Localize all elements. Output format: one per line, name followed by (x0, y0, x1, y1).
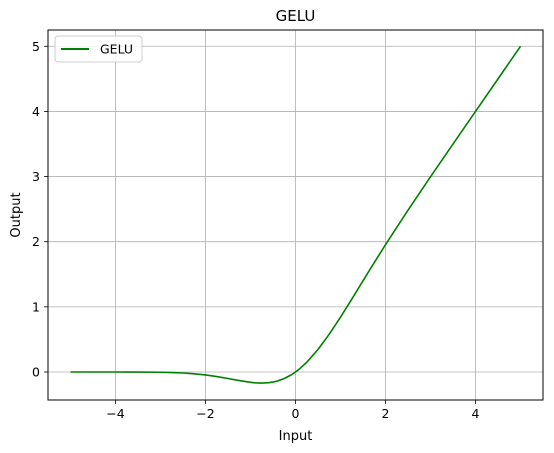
x-tick-label: −4 (106, 406, 124, 421)
series-layer (70, 45, 522, 384)
y-tick-label: 0 (32, 364, 40, 379)
y-ticks: 0 1 2 3 4 5 (32, 39, 48, 379)
legend-label: GELU (100, 42, 133, 57)
y-tick-label: 4 (32, 104, 40, 119)
x-ticks: −4 −2 0 2 4 (106, 400, 480, 421)
y-tick-label: 2 (32, 234, 40, 249)
y-axis-label: Output (9, 192, 24, 237)
x-tick-label: 4 (472, 406, 480, 421)
legend-box (54, 35, 143, 63)
y-tick-label: 1 (32, 299, 40, 314)
legend: GELU (54, 35, 143, 63)
grid (48, 30, 543, 400)
x-axis-label: Input (279, 429, 313, 444)
y-tick-label: 5 (32, 39, 40, 54)
chart-title: GELU (276, 7, 316, 25)
series-line-gelu (70, 45, 522, 384)
y-tick-label: 3 (32, 169, 40, 184)
x-tick-label: 0 (292, 406, 300, 421)
x-tick-label: 2 (382, 406, 390, 421)
x-tick-label: −2 (196, 406, 214, 421)
